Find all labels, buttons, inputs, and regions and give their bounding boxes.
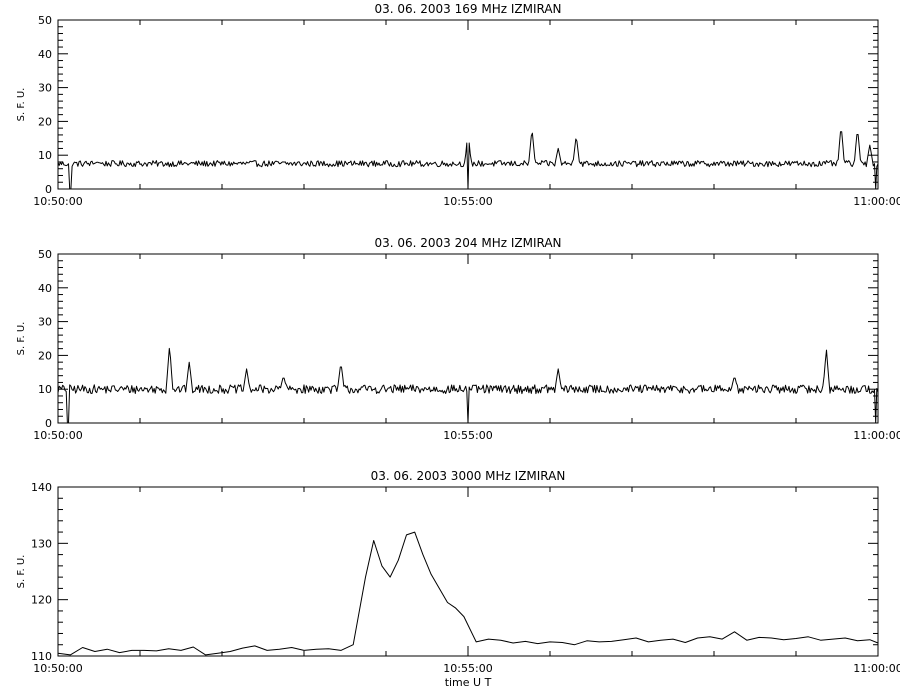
plot-frame (57, 486, 879, 657)
x-tick-label: 11:00:00 (853, 429, 900, 442)
y-axis-label: S. F. U. (16, 555, 27, 589)
x-tick-label: 10:55:00 (443, 662, 492, 675)
x-tick-label: 11:00:00 (853, 662, 900, 675)
y-tick-label: 10 (38, 383, 52, 396)
y-tick-label: 30 (38, 316, 52, 329)
series-line (57, 347, 879, 424)
y-tick-label: 0 (45, 183, 52, 196)
series-line (57, 131, 879, 190)
chart-title: 03. 06. 2003 204 MHz IZMIRAN (374, 236, 561, 250)
x-tick-label: 10:50:00 (33, 195, 82, 208)
y-tick-label: 130 (31, 537, 52, 550)
y-tick-label: 110 (31, 650, 52, 663)
plot-frame (57, 19, 879, 190)
y-tick-label: 20 (38, 115, 52, 128)
y-tick-label: 40 (38, 48, 52, 61)
y-axis-label: S. F. U. (16, 88, 27, 122)
x-tick-label: 10:55:00 (443, 429, 492, 442)
chart-title: 03. 06. 2003 3000 MHz IZMIRAN (371, 469, 566, 483)
series-line (57, 531, 879, 656)
y-axis-label: S. F. U. (16, 322, 27, 356)
y-tick-label: 0 (45, 417, 52, 430)
y-tick-label: 10 (38, 149, 52, 162)
chart-title: 03. 06. 2003 169 MHz IZMIRAN (374, 2, 561, 16)
y-tick-label: 140 (31, 481, 52, 494)
plot-frame (57, 253, 879, 424)
x-tick-label: 10:50:00 (33, 429, 82, 442)
plot-panel-3 (57, 486, 879, 657)
x-tick-label: 10:50:00 (33, 662, 82, 675)
plot-panel-2 (57, 253, 879, 424)
y-tick-label: 50 (38, 14, 52, 27)
y-tick-label: 50 (38, 248, 52, 261)
plot-panel-1 (57, 19, 879, 190)
y-tick-label: 30 (38, 82, 52, 95)
y-tick-label: 40 (38, 282, 52, 295)
x-tick-label: 11:00:00 (853, 195, 900, 208)
y-tick-label: 120 (31, 594, 52, 607)
x-tick-label: 10:55:00 (443, 195, 492, 208)
x-axis-label: time U T (445, 676, 492, 689)
y-tick-label: 20 (38, 349, 52, 362)
